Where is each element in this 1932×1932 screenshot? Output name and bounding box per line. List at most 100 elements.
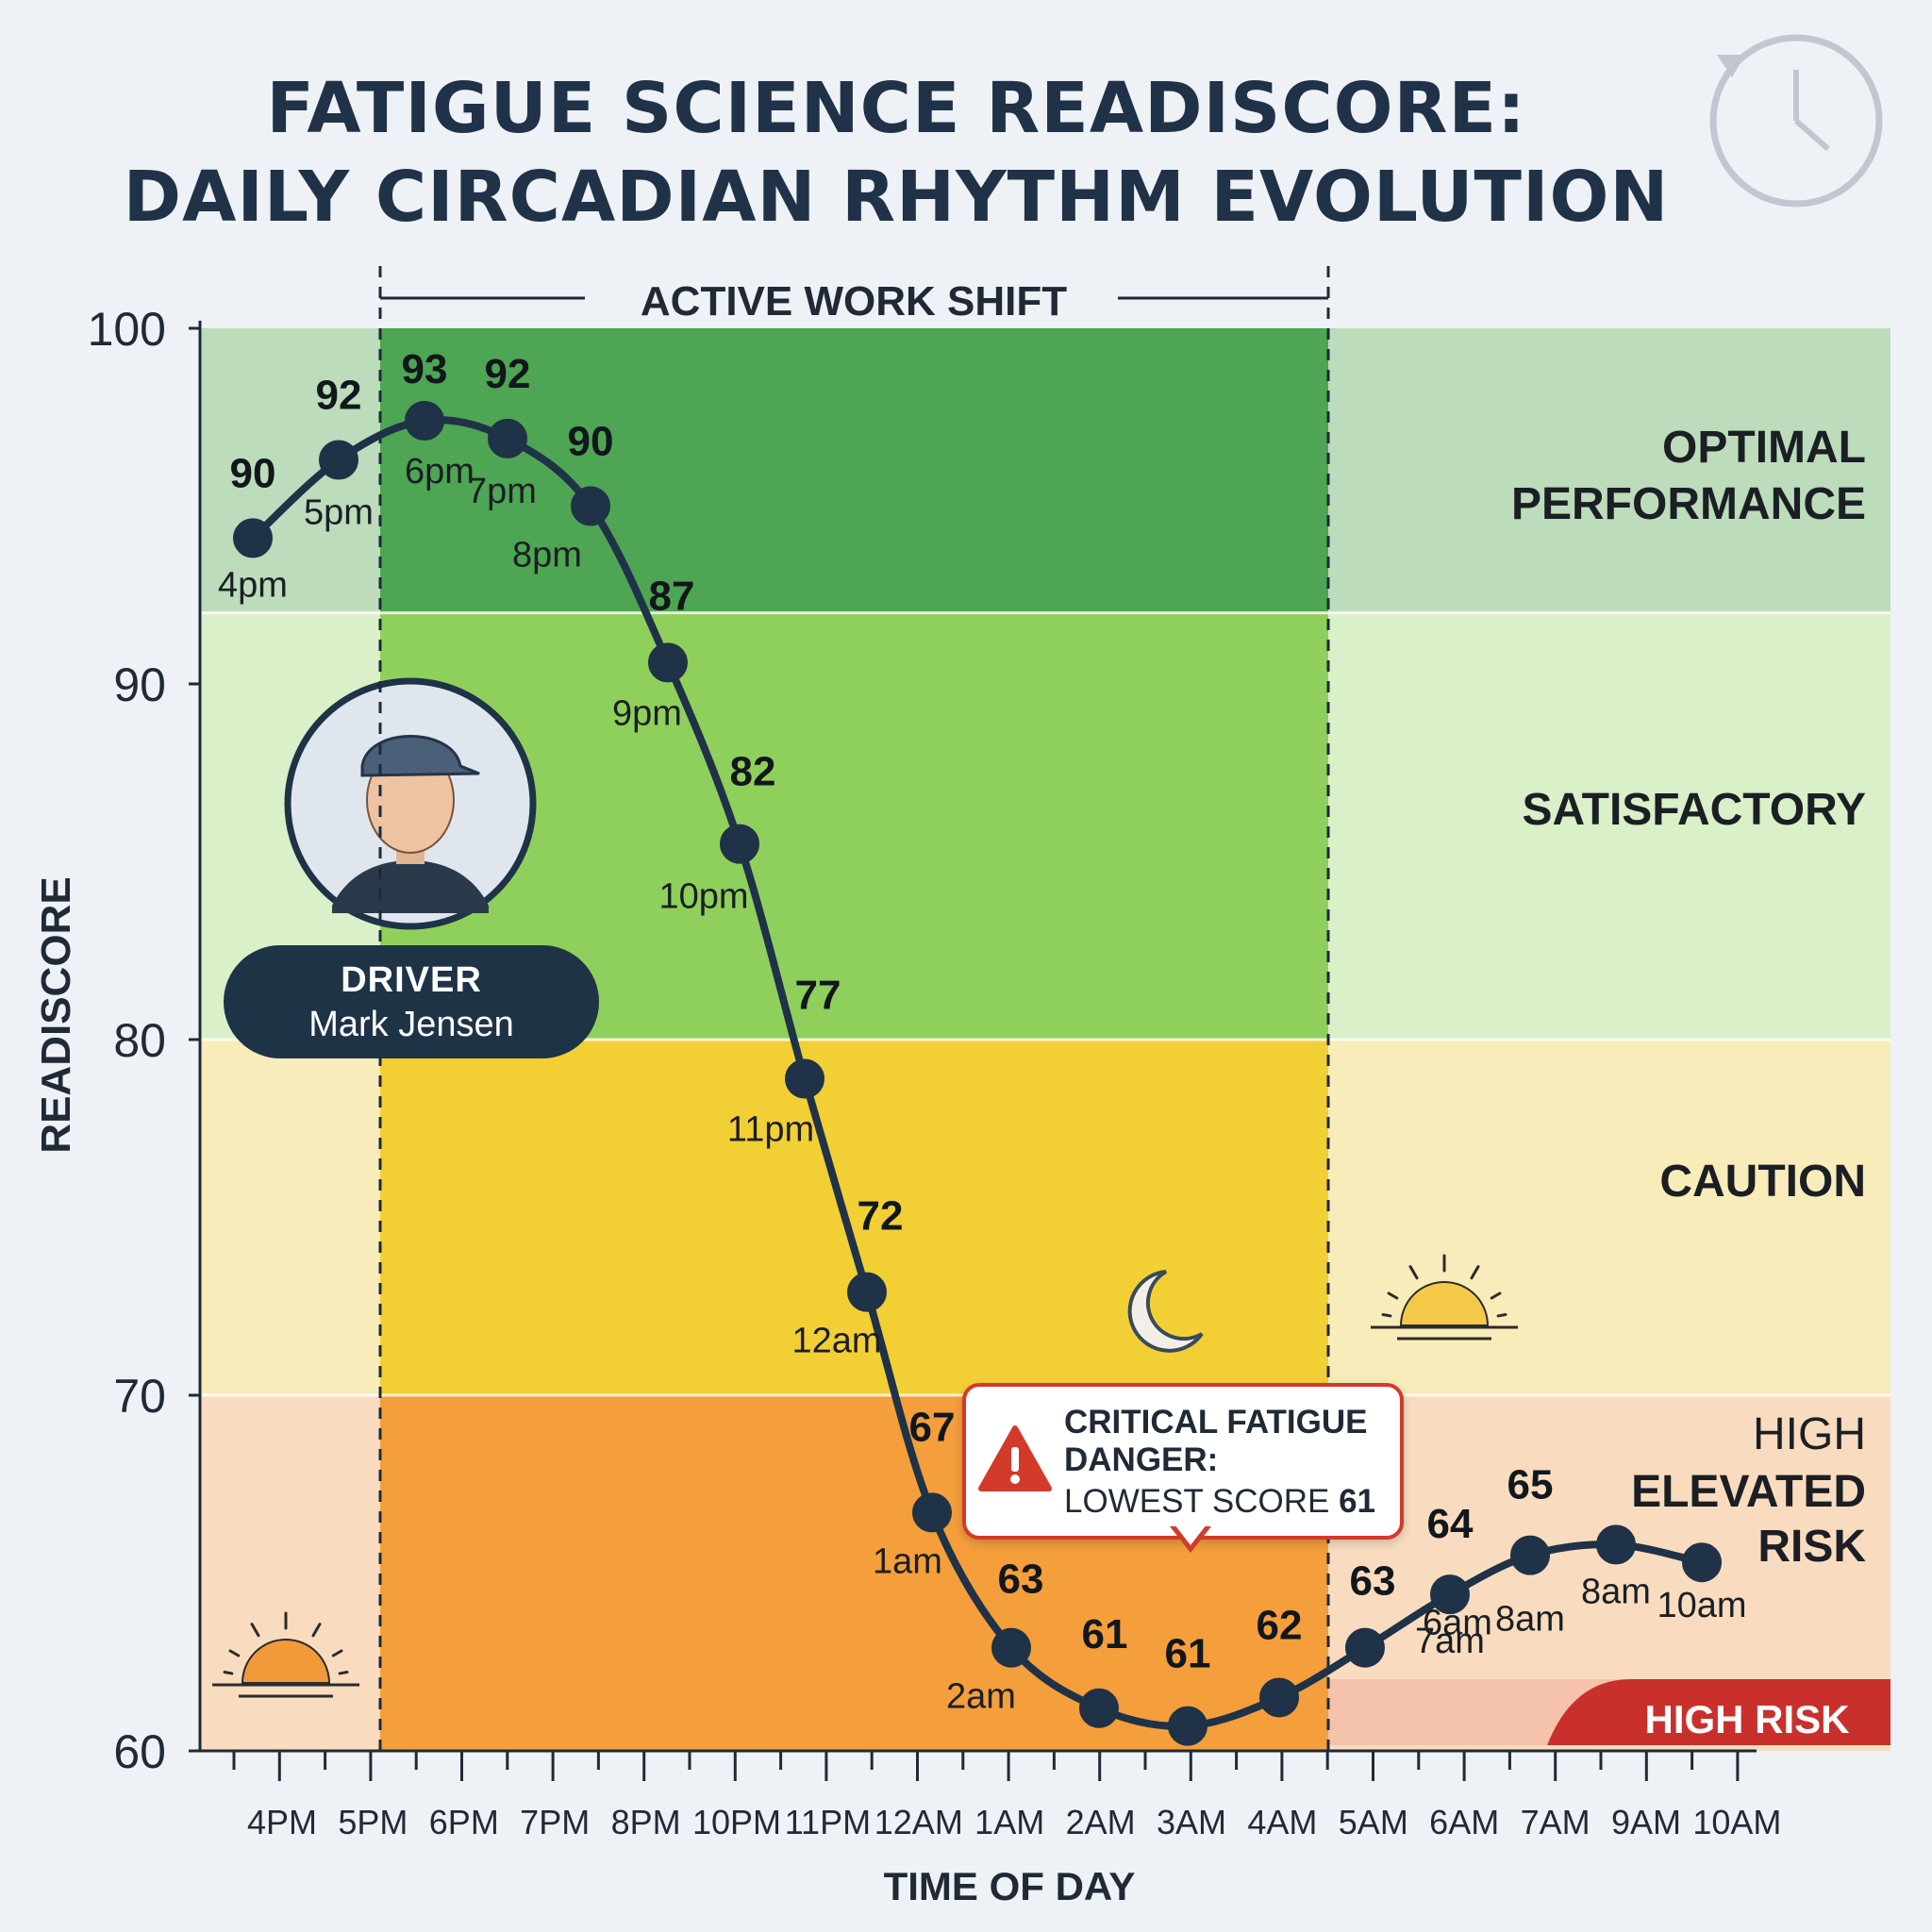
data-point-13 [1259,1677,1299,1718]
sunset-sun-icon-ray-5 [338,1671,349,1675]
y-tick-label-80: 80 [113,1014,166,1067]
x-tick-label-6: 11PM [785,1803,871,1841]
zone-label-high-elevated-risk-1: ELEVATED [1631,1467,1866,1517]
data-point-16 [1510,1535,1550,1575]
x-tick-label-7: 12AM [874,1803,963,1841]
zone-optimal-performance-post-shift [1328,328,1890,613]
data-point-1 [319,440,358,480]
data-point-5 [648,642,688,683]
data-value-label-12: 61 [1165,1631,1211,1677]
clock-face [1709,34,1883,208]
x-axis-title: TIME OF DAY [884,1864,1136,1908]
data-value-label-0: 90 [230,450,276,496]
data-time-label-17: 8am [1581,1572,1651,1611]
x-tick-label-12: 5AM [1339,1803,1408,1841]
data-point-10 [991,1627,1031,1668]
high-risk-label: HIGH RISK [1644,1697,1849,1741]
data-value-label-16: 65 [1507,1462,1554,1508]
driver-role: DRIVER [341,960,482,1000]
x-tick-label-2: 6PM [429,1803,499,1841]
x-tick-label-14: 7AM [1521,1803,1591,1841]
data-time-label-0: 4pm [218,565,288,605]
sunrise-sun-icon [1371,1254,1518,1341]
high-risk-badge [1547,1679,1890,1745]
callout-lowest-score: LOWEST SCORE 61 [1064,1483,1375,1521]
data-value-label-3: 92 [485,351,531,397]
warning-icon [978,1425,1052,1491]
callout-lowest-score-text: LOWEST SCORE [1064,1483,1340,1520]
y-tick-label-60: 60 [113,1725,166,1778]
sunset-sun-icon-ray-3 [331,1649,343,1657]
sunset-sun-icon-ray-1 [311,1623,322,1638]
zone-label-high-elevated-risk-2: RISK [1757,1522,1866,1572]
data-point-12 [1168,1706,1208,1746]
data-point-3 [488,418,527,458]
data-time-label-10: 2am [946,1677,1016,1717]
data-value-label-7: 77 [795,972,841,1018]
avatar-cap [360,735,480,777]
zone-label-satisfactory-0: SATISFACTORY [1523,785,1866,835]
driver-avatar-icon [284,677,537,930]
x-tick-label-8: 1AM [974,1803,1044,1841]
data-value-label-5: 87 [649,573,695,619]
driver-card: DRIVER Mark Jensen [224,945,599,1058]
avatar-shirt [332,860,489,913]
clock-hand-minute [1794,118,1830,152]
driver-name: Mark Jensen [308,1005,514,1044]
sunset-sun-icon-disc [241,1639,331,1684]
zone-label-caution-0: CAUTION [1659,1157,1866,1207]
data-value-label-9: 67 [909,1404,956,1450]
data-point-15 [1430,1574,1470,1615]
callout-subtitle: DANGER: [1064,1441,1219,1478]
sunrise-sun-icon-ray-4 [1387,1291,1399,1300]
data-time-label-7: 11pm [727,1109,814,1149]
data-time-label-2: 6pm [405,452,475,491]
zone-label-high-elevated-risk-0: HIGH [1753,1409,1866,1459]
x-tick-label-10: 3AM [1157,1803,1226,1841]
x-tick-label-1: 5PM [338,1803,408,1841]
sunset-sun-icon [212,1611,359,1698]
callout-pointer-fill [1174,1524,1207,1545]
data-point-6 [720,824,759,864]
data-point-8 [847,1272,887,1312]
data-time-label-4: 8pm [512,536,582,575]
data-time-label-1: 5pm [304,492,374,532]
data-value-label-1: 92 [316,372,362,418]
data-value-label-2: 93 [402,346,448,392]
y-axis-title: READISCORE [33,876,79,1153]
y-tick-label-100: 100 [88,303,166,356]
data-point-7 [785,1058,824,1099]
data-value-label-10: 63 [998,1557,1044,1603]
data-time-label-9: 1am [873,1541,942,1581]
shift-label: ACTIVE WORK SHIFT [641,278,1067,325]
moon-shape [1127,1270,1204,1353]
data-point-11 [1079,1688,1119,1728]
x-tick-label-4: 8PM [611,1803,681,1841]
x-tick-label-16: 10AM [1692,1803,1781,1841]
sunrise-sun-icon-ray-3 [1490,1291,1502,1300]
data-point-2 [405,401,444,441]
data-value-label-6: 82 [730,749,776,795]
data-time-label-14: 6am [1423,1604,1492,1643]
chart-title-line-2: DAILY CIRCADIAN RHYTHM EVOLUTION [123,157,1670,238]
x-tick-label-5: 10PM [692,1803,781,1841]
callout-title: CRITICAL FATIGUE [1064,1404,1368,1441]
data-time-label-15: 7am [1415,1622,1485,1661]
x-tick-label-9: 2AM [1066,1803,1136,1841]
data-value-label-15: 64 [1427,1501,1474,1547]
data-value-label-4: 90 [568,419,614,465]
chart-title-line-1: FATIGUE SCIENCE READISCORE: [266,68,1526,149]
data-point-4 [571,486,610,526]
zone-satisfactory-post-shift [1328,612,1890,1040]
callout-lowest-score-value: 61 [1339,1483,1376,1520]
data-point-0 [233,518,273,558]
x-tick-label-15: 9AM [1611,1803,1681,1841]
x-tick-label-13: 6AM [1429,1803,1499,1841]
x-tick-label-3: 7PM [520,1803,590,1841]
data-value-label-14: 63 [1350,1558,1396,1605]
sunrise-sun-icon-ray-6 [1381,1313,1392,1318]
data-point-18 [1682,1542,1722,1583]
data-time-label-5: 9pm [612,693,682,733]
data-value-label-11: 61 [1082,1611,1128,1657]
